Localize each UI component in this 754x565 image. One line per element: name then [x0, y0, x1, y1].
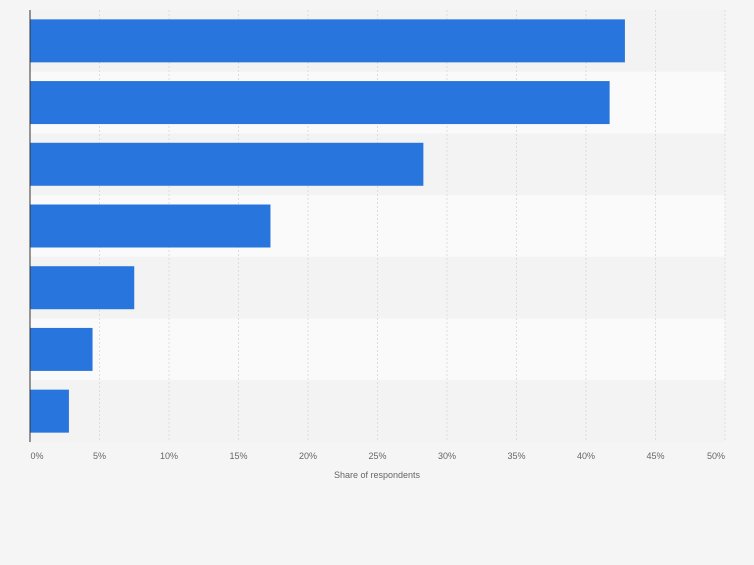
- x-tick-label-45: 45%: [646, 451, 664, 461]
- x-tick-labels: 0% 5% 10% 15% 20% 25% 30% 35% 40% 45% 50%: [30, 451, 725, 461]
- bar-2: [30, 81, 610, 125]
- bar-4: [30, 204, 271, 248]
- x-tick-label-15: 15%: [229, 451, 247, 461]
- x-tick-label-30: 30%: [438, 451, 456, 461]
- bar-7: [30, 389, 69, 433]
- x-tick-label-10: 10%: [160, 451, 178, 461]
- bar-3: [30, 142, 424, 186]
- bar-5: [30, 266, 135, 310]
- x-tick-label-0: 0%: [30, 451, 43, 461]
- x-tick-label-40: 40%: [577, 451, 595, 461]
- x-tick-label-50: 50%: [707, 451, 725, 461]
- x-tick-label-5: 5%: [93, 451, 106, 461]
- x-tick-label-35: 35%: [507, 451, 525, 461]
- x-tick-label-25: 25%: [368, 451, 386, 461]
- bars: [30, 19, 625, 433]
- bar-6: [30, 327, 93, 371]
- x-tick-label-20: 20%: [299, 451, 317, 461]
- bar-1: [30, 19, 625, 63]
- x-axis-label: Share of respondents: [334, 470, 421, 480]
